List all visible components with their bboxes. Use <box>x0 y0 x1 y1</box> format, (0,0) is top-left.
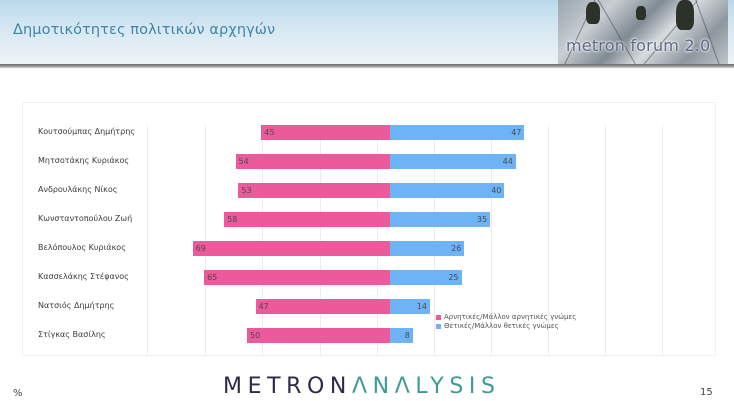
bar-positive-value: 14 <box>416 302 428 311</box>
gridline <box>320 125 321 355</box>
bar-positive-value: 44 <box>502 157 513 166</box>
banner-figure <box>586 2 600 24</box>
metron-forum-banner: metron forum 2.0 <box>558 0 728 64</box>
gridline <box>262 125 263 355</box>
bar-positive: 8 <box>390 328 413 343</box>
positive-swatch-icon <box>436 324 441 329</box>
banner-figure <box>636 6 646 20</box>
gridline <box>377 125 378 355</box>
chart-frame <box>22 102 716 356</box>
bar-positive: 44 <box>390 154 516 169</box>
slide-title: Δημοτικότητες πολιτικών αρχηγών <box>13 22 276 38</box>
row-label: Κωνσταντοπούλου Ζωή <box>38 214 133 223</box>
row-label: Κασσελάκης Στέφανος <box>38 272 129 281</box>
bar-negative: 47 <box>255 299 390 314</box>
gridline <box>662 125 663 355</box>
row-label: Κουτσούμπας Δημήτρης <box>38 127 135 136</box>
row-label: Μητσοτάκης Κυριάκος <box>38 156 130 165</box>
legend-label-positive: Θετικές/Μάλλον θετικές γνώμες <box>444 322 559 330</box>
bar-positive: 47 <box>390 125 525 140</box>
bar-positive: 26 <box>390 241 465 256</box>
bar-negative: 65 <box>204 270 390 285</box>
bar-negative-value: 47 <box>258 302 269 311</box>
bar-negative-value: 58 <box>227 215 238 224</box>
bar-negative-value: 45 <box>264 128 275 137</box>
logo-metron: METRON <box>223 374 352 399</box>
bar-positive-value: 35 <box>476 215 488 224</box>
bar-negative: 45 <box>261 125 390 140</box>
legend-item-positive: Θετικές/Μάλλον θετικές γνώμες <box>436 322 576 331</box>
bar-negative: 50 <box>247 328 390 343</box>
metron-analysis-logo: METRONΛNΛLYSIS <box>223 374 501 399</box>
bar-positive-value: 26 <box>451 244 462 253</box>
bar-positive: 40 <box>390 183 505 198</box>
gridline <box>147 125 148 355</box>
bar-negative: 53 <box>238 183 390 198</box>
logo-analysis: ΛNΛLYSIS <box>351 374 501 399</box>
gridline <box>434 125 435 355</box>
chart-legend: Αρνητικές/Μάλλον αρνητικές γνώμες Θετικέ… <box>436 313 576 331</box>
legend-item-negative: Αρνητικές/Μάλλον αρνητικές γνώμες <box>436 313 576 322</box>
bar-negative: 54 <box>235 154 390 169</box>
bar-positive: 35 <box>390 212 491 227</box>
bar-negative: 58 <box>224 212 390 227</box>
page-number: 15 <box>700 387 713 398</box>
bar-positive-value: 40 <box>491 186 502 195</box>
bar-negative-value: 54 <box>238 157 249 166</box>
bar-positive: 25 <box>390 270 462 285</box>
negative-swatch-icon <box>436 315 441 320</box>
row-label: Ανδρουλάκης Νίκος <box>38 185 118 194</box>
brand-label: metron forum 2.0 <box>566 36 711 55</box>
legend-label-negative: Αρνητικές/Μάλλον αρνητικές γνώμες <box>444 313 577 321</box>
bar-negative-value: 53 <box>241 186 252 195</box>
row-label: Βελόπουλος Κυριάκος <box>38 243 126 252</box>
unit-label: % <box>13 388 23 399</box>
bar-negative: 69 <box>192 241 390 256</box>
header-divider <box>0 64 734 68</box>
gridline <box>205 125 206 355</box>
bar-positive-value: 25 <box>448 273 459 282</box>
bar-positive-value: 8 <box>404 331 410 340</box>
bar-positive-value: 47 <box>511 128 522 137</box>
bar-negative-value: 69 <box>195 244 206 253</box>
bar-negative-value: 65 <box>207 273 218 282</box>
row-label: Νατσιός Δημήτρης <box>38 301 115 310</box>
slide-header: Δημοτικότητες πολιτικών αρχηγών metron f… <box>0 0 734 64</box>
banner-figure <box>676 0 694 30</box>
row-label: Στίγκας Βασίλης <box>38 330 106 339</box>
bar-negative-value: 50 <box>250 331 261 340</box>
gridline <box>605 125 606 355</box>
bar-positive: 14 <box>390 299 431 314</box>
gridline <box>548 125 549 355</box>
gridline <box>491 125 492 355</box>
